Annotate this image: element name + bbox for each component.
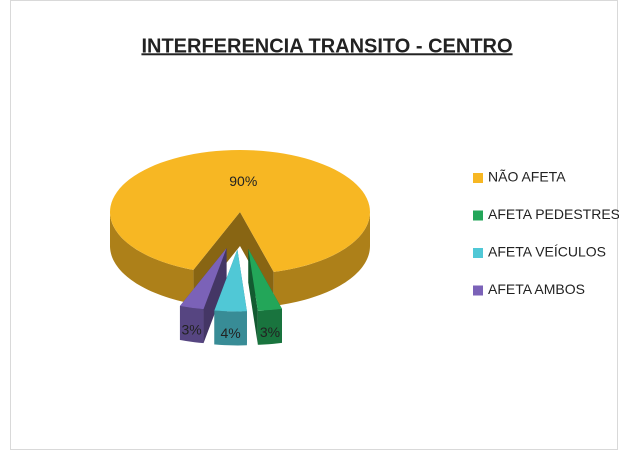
legend-label: AFETA AMBOS: [488, 281, 585, 297]
data-label: 90%: [229, 173, 257, 189]
slice-side: [110, 212, 194, 304]
legend-label: NÃO AFETA: [488, 169, 566, 185]
slice-side: [179, 306, 204, 344]
slice-top: [248, 248, 282, 311]
data-label: 3%: [260, 324, 280, 340]
legend-swatch: [473, 248, 483, 258]
slice-top: [214, 249, 247, 312]
chart-title: INTERFERENCIA TRANSITO - CENTRO: [141, 35, 512, 57]
slice-side: [214, 310, 247, 346]
slice-side: [273, 212, 370, 306]
pie-slice: [248, 248, 282, 345]
legend-swatch: [473, 285, 483, 296]
pie-slice: [214, 249, 247, 346]
slice-top: [179, 248, 227, 310]
slice-top: [109, 149, 370, 272]
pie-slice: [179, 248, 227, 344]
legend-swatch: [473, 210, 483, 221]
slice-face: [248, 248, 258, 345]
legend-swatch: [473, 173, 483, 183]
legend-label: AFETA VEÍCULOS: [488, 244, 606, 260]
data-label: 3%: [181, 322, 201, 338]
slice-side: [257, 308, 282, 345]
data-label: 4%: [220, 325, 240, 341]
legend-label: AFETA PEDESTRES: [488, 206, 619, 222]
